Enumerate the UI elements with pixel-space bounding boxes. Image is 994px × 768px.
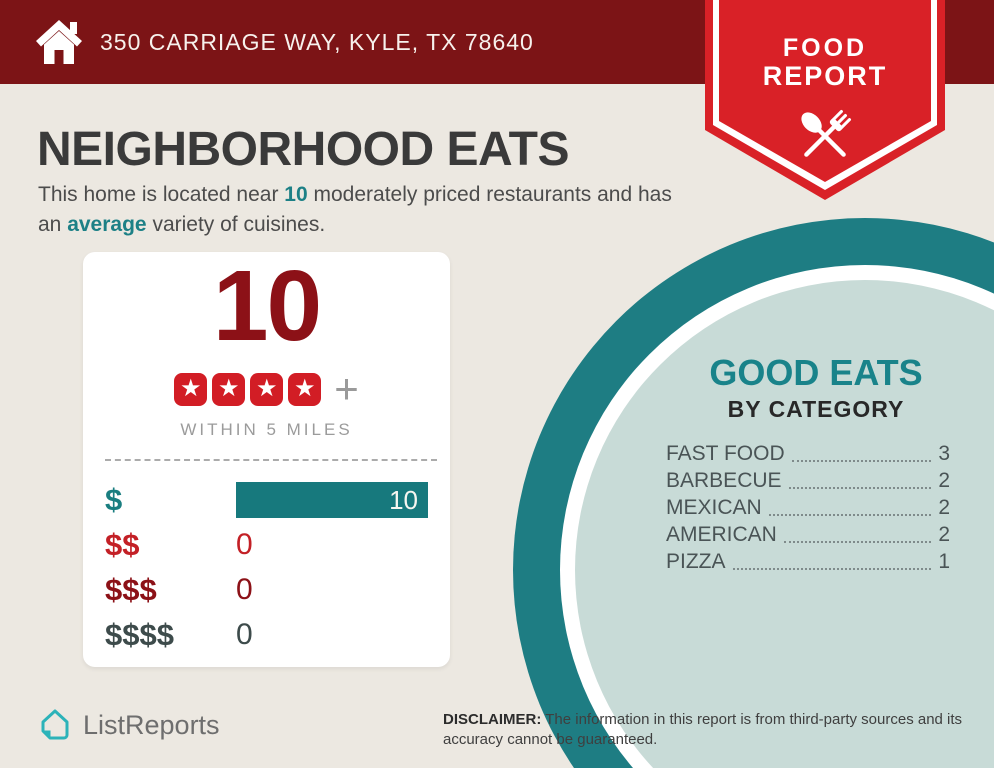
price-row-3: $$$ 0	[105, 572, 428, 608]
ribbon-line1: FOOD	[783, 34, 867, 62]
dotted-leader	[783, 541, 931, 543]
dotted-leader	[788, 487, 931, 489]
radius-label: WITHIN 5 MILES	[180, 420, 353, 439]
star-glyph: ★	[293, 375, 316, 402]
price-row-2: $$ 0	[105, 527, 428, 563]
listreports-house-icon	[41, 709, 69, 740]
category-row: FAST FOOD 3	[666, 439, 950, 466]
good-eats-section: GOOD EATS BY CATEGORY FAST FOOD 3 BARBEC…	[666, 352, 950, 574]
price-value: 0	[236, 528, 253, 561]
restaurant-count: 10	[212, 250, 322, 362]
property-address: 350 CARRIAGE WAY, KYLE, TX 78640	[100, 29, 534, 55]
star-icon: ★	[250, 372, 284, 406]
category-label: AMERICAN	[666, 523, 777, 546]
home-icon	[36, 20, 82, 64]
restaurant-stats-card: 10 ★ ★ ★ ★ + WITHIN 5 MILES $ 10 $$ 0 $$…	[83, 252, 450, 667]
subtitle-post: variety of cuisines.	[146, 212, 326, 236]
bar-value: 10	[389, 484, 418, 515]
price-row-1: $ 10	[105, 482, 428, 518]
price-label: $$$	[105, 572, 157, 607]
dotted-leader	[768, 514, 931, 516]
good-eats-title: GOOD EATS	[709, 352, 923, 393]
price-label: $$$$	[105, 617, 174, 652]
category-value: 1	[938, 550, 950, 573]
category-value: 2	[938, 496, 950, 519]
plus-icon: +	[334, 365, 359, 412]
category-label: FAST FOOD	[666, 442, 785, 465]
subtitle-highlight: average	[67, 212, 147, 236]
category-value: 2	[938, 469, 950, 492]
price-value: 0	[236, 618, 253, 651]
disclaimer: DISCLAIMER: The information in this repo…	[443, 710, 978, 751]
star-glyph: ★	[179, 375, 202, 402]
star-rating: ★ ★ ★ ★ +	[83, 368, 450, 410]
subtitle-count: 10	[284, 183, 308, 206]
star-glyph: ★	[255, 375, 278, 402]
price-distribution: $ 10 $$ 0 $$$ 0 $$$$ 0	[83, 461, 450, 653]
price-bar: 10	[236, 482, 428, 518]
category-value: 3	[938, 442, 950, 465]
listreports-logo: ListReports	[36, 706, 220, 744]
page-subtitle: This home is located near 10 moderately …	[38, 180, 693, 240]
page-title: NEIGHBORHOOD EATS	[37, 123, 569, 176]
category-row: BARBECUE 2	[666, 466, 950, 493]
star-icon: ★	[288, 372, 322, 406]
price-row-4: $$$$ 0	[105, 617, 428, 653]
price-label: $$	[105, 527, 140, 562]
subtitle-mid: moderately priced restaurants and has an	[38, 183, 672, 236]
dashed-divider	[105, 459, 437, 461]
price-value: 0	[236, 573, 253, 606]
star-icon: ★	[174, 372, 208, 406]
good-eats-subtitle: BY CATEGORY	[727, 396, 905, 422]
category-label: PIZZA	[666, 550, 726, 573]
ribbon-line2: REPORT	[763, 61, 888, 91]
disclaimer-label: DISCLAIMER:	[443, 711, 542, 728]
category-row: MEXICAN 2	[666, 493, 950, 520]
star-glyph: ★	[217, 375, 240, 402]
category-row: AMERICAN 2	[666, 520, 950, 547]
category-label: BARBECUE	[666, 469, 782, 492]
dotted-leader	[791, 460, 931, 462]
category-label: MEXICAN	[666, 496, 762, 519]
disclaimer-text: The information in this report is from t…	[443, 711, 963, 749]
brand-name: ListReports	[83, 709, 220, 740]
subtitle-pre: This home is located near	[38, 183, 285, 206]
dotted-leader	[732, 568, 931, 570]
category-value: 2	[938, 523, 950, 546]
food-report-ribbon: FOOD REPORT	[705, 0, 945, 200]
price-label: $	[105, 482, 123, 517]
star-icon: ★	[212, 372, 246, 406]
category-list: FAST FOOD 3 BARBECUE 2 MEXICAN 2 AMERICA…	[666, 439, 950, 574]
category-row: PIZZA 1	[666, 547, 950, 574]
spoon-fork-icon	[801, 109, 852, 157]
